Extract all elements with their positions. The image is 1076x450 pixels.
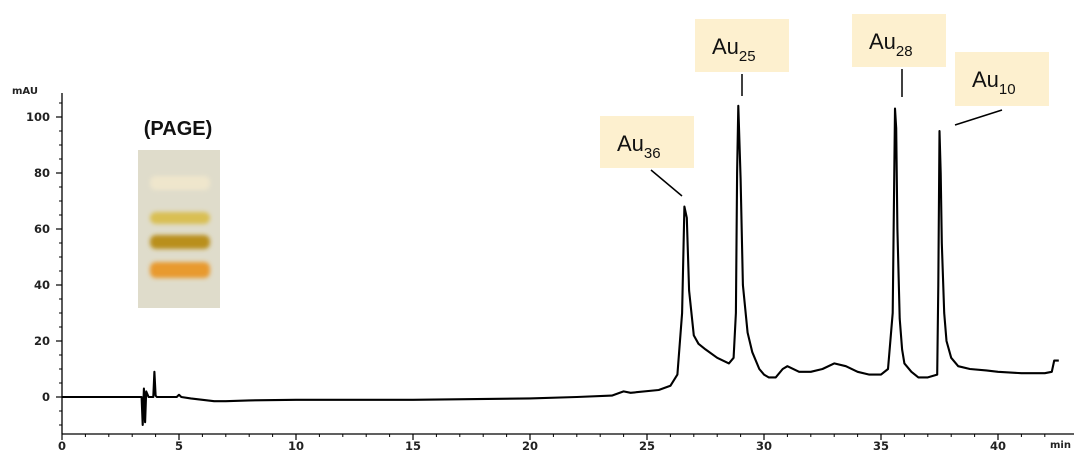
x-tick-label: 25 [639, 439, 655, 450]
peak-labels: Au36 Au25 Au28 Au10 [600, 14, 1049, 197]
gel-bands [150, 176, 210, 278]
peak-leader-line [650, 169, 683, 197]
peak-leader-line [954, 109, 1003, 126]
peak-label-box [852, 14, 946, 67]
x-unit-label: min [1050, 440, 1071, 450]
peak-label-box [955, 52, 1049, 106]
peak-label-au10: Au10 [954, 52, 1049, 126]
y-ticks: 0 20 40 60 80 100 [26, 102, 62, 426]
page-gel-inset: (PAGE) [138, 118, 220, 308]
peak-label-text: Au10 [972, 67, 1016, 98]
peak-label-au25: Au25 [695, 19, 789, 96]
y-tick-label: 80 [34, 166, 50, 180]
page-gel-title: (PAGE) [144, 118, 213, 140]
x-tick-label: 20 [522, 439, 538, 450]
peak-label-au36: Au36 [600, 116, 694, 197]
x-ticks: 0 5 10 15 20 25 30 35 40 [58, 434, 1046, 450]
peak-label-box [600, 116, 694, 168]
gel-image [138, 150, 220, 308]
gel-band [150, 176, 210, 190]
gel-band [150, 212, 210, 224]
y-tick-label: 100 [26, 110, 50, 124]
chromatogram-trace [62, 104, 1059, 427]
peak-label-box [695, 19, 789, 72]
gel-band [150, 262, 210, 278]
y-unit-label: mAU [12, 86, 38, 97]
y-tick-label: 60 [34, 222, 50, 236]
y-tick-label: 20 [34, 334, 50, 348]
x-tick-label: 30 [756, 439, 772, 450]
y-tick-label: 0 [42, 390, 50, 404]
x-tick-label: 0 [58, 439, 66, 450]
x-tick-label: 5 [175, 439, 183, 450]
peak-label-text: Au28 [869, 29, 913, 60]
x-tick-label: 10 [288, 439, 304, 450]
peak-label-au28: Au28 [852, 14, 946, 97]
x-tick-label: 40 [990, 439, 1006, 450]
peak-label-text: Au25 [712, 34, 756, 65]
y-tick-label: 40 [34, 278, 50, 292]
x-tick-label: 35 [873, 439, 889, 450]
peak-label-text: Au36 [617, 131, 661, 162]
x-tick-label: 15 [405, 439, 421, 450]
gel-band [150, 235, 210, 249]
